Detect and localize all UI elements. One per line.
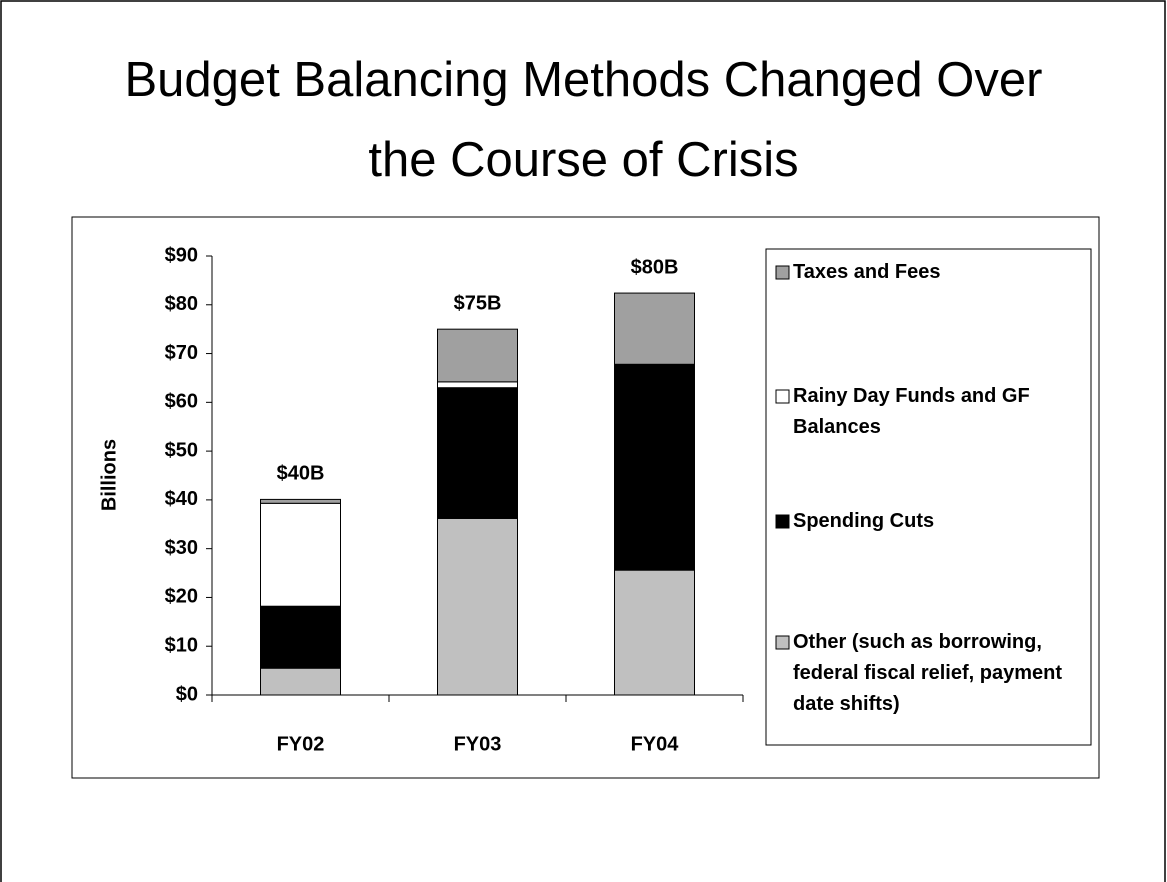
x-tick-label: FY02: [277, 733, 325, 755]
y-tick-label: $80: [165, 293, 198, 315]
legend-swatch: [775, 265, 790, 280]
legend-item: Other (such as borrowing, federal fiscal…: [793, 631, 1063, 715]
legend-item: Rainy Day Funds and GF Balances: [793, 385, 1030, 438]
title-box: Budget Balancing Methods Changed Over th…: [124, 53, 1043, 187]
bar-segment: [437, 381, 518, 389]
legend-item: Taxes and Fees: [793, 261, 941, 283]
legend-label: Other (such as borrowing, federal fiscal…: [793, 631, 1063, 715]
y-tick-label: $40: [165, 488, 198, 510]
bar-segment: [614, 363, 695, 571]
legend-swatch: [775, 514, 790, 529]
y-tick-label: $60: [165, 391, 198, 413]
total-label: $40B: [277, 463, 325, 485]
y-tick-label: $10: [165, 635, 198, 657]
legend-label: Spending Cuts: [793, 510, 935, 532]
legend-swatch: [775, 635, 790, 650]
bar-segment: [260, 498, 341, 504]
bar-segment: [614, 292, 695, 365]
y-tick-label: $0: [176, 683, 198, 705]
y-tick-label: $70: [165, 342, 198, 364]
bar-segment: [260, 502, 341, 607]
bar-segment: [437, 387, 518, 519]
total-label: $80B: [631, 256, 679, 278]
chart-title: Budget Balancing Methods Changed Over th…: [124, 53, 1043, 187]
legend-box: [765, 248, 1092, 746]
y-axis-title: Billions: [98, 439, 120, 511]
x-tick-label: FY04: [631, 733, 680, 755]
y-tick-label: $90: [165, 244, 198, 266]
total-label: $75B: [454, 292, 502, 314]
bar-segment: [437, 328, 518, 383]
y-tick-label: $30: [165, 537, 198, 559]
y-tick-label: $20: [165, 586, 198, 608]
x-tick-label: FY03: [454, 733, 502, 755]
bar-segment: [437, 517, 518, 696]
legend-item: Spending Cuts: [793, 510, 935, 532]
bar-segment: [260, 605, 341, 669]
legend-label: Rainy Day Funds and GF Balances: [793, 385, 1030, 438]
y-tick-label: $50: [165, 439, 198, 461]
legend-label: Taxes and Fees: [793, 261, 941, 283]
legend-swatch: [775, 389, 790, 404]
bar-segment: [614, 569, 695, 696]
bar-segment: [260, 667, 341, 696]
